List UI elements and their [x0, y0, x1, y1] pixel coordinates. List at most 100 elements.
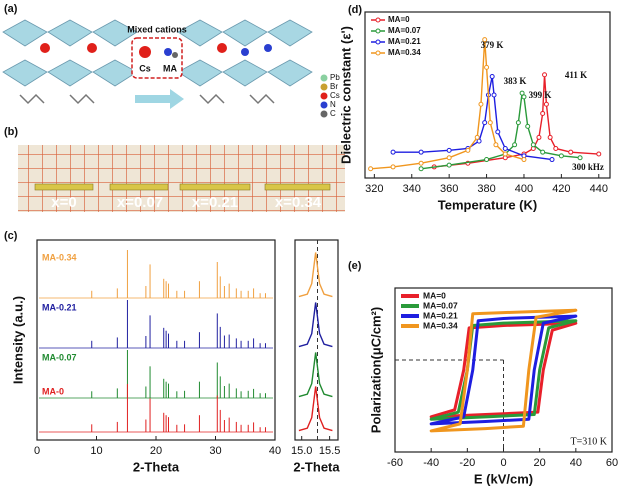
panel-a: (a) Mixed cations Cs MA Pb Br Cs N C: [2, 3, 340, 118]
loop: [429, 308, 578, 433]
series-label: MA-0.21: [42, 302, 77, 312]
x-tick-label: 60: [606, 457, 618, 469]
marker: [487, 120, 493, 126]
marker: [446, 147, 452, 153]
x-tick-label: 360: [440, 183, 458, 195]
x-tick-label: 0: [500, 457, 506, 469]
annotation: 411 K: [565, 70, 587, 80]
marker: [418, 160, 424, 166]
marker: [465, 147, 471, 153]
marker: [390, 164, 396, 170]
marker: [521, 94, 527, 100]
plot-frame: [36, 239, 276, 441]
series-line: [298, 302, 333, 348]
legend-label: N: [330, 100, 336, 109]
marker: [577, 155, 583, 161]
x-tick-label: 20: [150, 445, 162, 457]
marker: [484, 157, 490, 163]
marker: [502, 151, 508, 157]
legend-label: MA=0: [423, 290, 446, 300]
panel-label: (e): [348, 260, 362, 272]
panel-label: (b): [4, 126, 18, 138]
x-tick-label: 30: [209, 445, 221, 457]
series-label: MA-0: [42, 386, 64, 396]
x-tick-label: 20: [534, 457, 546, 469]
legend-label: MA=0.21: [388, 37, 421, 46]
annotation: 300 kHz: [572, 162, 604, 172]
marker: [568, 149, 574, 155]
annotation: 399 K: [529, 90, 552, 100]
marker: [525, 123, 531, 129]
plot-frame: [294, 239, 339, 441]
marker: [478, 101, 484, 107]
series-line: [298, 352, 333, 398]
legend-label: Pb: [330, 73, 340, 82]
marker: [446, 155, 452, 161]
y-axis-label: Intensity (a.u.): [10, 296, 25, 384]
octahedra: [2, 19, 313, 87]
marker: [390, 149, 396, 155]
marker: [368, 166, 374, 172]
cs-icon: [139, 46, 151, 58]
x-axis-label: E (kV/cm): [474, 471, 533, 486]
cation-label: Cs: [139, 63, 151, 73]
x-tick-label: 380: [477, 183, 495, 195]
sample-label: x=0.07: [117, 194, 163, 211]
legend-label: MA=0.07: [388, 26, 421, 35]
marker: [519, 90, 525, 96]
sample-label: x=0: [51, 194, 76, 211]
cation-label: MA: [163, 63, 177, 73]
marker: [491, 92, 497, 98]
marker: [596, 151, 602, 157]
x-axis-label: 2-Theta: [133, 459, 180, 474]
x-tick-label: 440: [590, 183, 608, 195]
x-tick-label: 0: [34, 445, 40, 457]
marker: [521, 157, 527, 163]
panel-b: (b) x=0 x=0.07 x=0.21 x=0.34: [4, 126, 345, 212]
y-axis-label: Polarization(μC/cm²): [368, 307, 383, 433]
x-axis-label: Temperature (K): [438, 197, 537, 212]
series-label: MA-0.07: [42, 352, 77, 362]
x-tick-label: 10: [90, 445, 102, 457]
panel-label: (c): [4, 230, 18, 242]
series-line: [298, 386, 333, 432]
marker: [502, 145, 508, 151]
x-tick-label: -60: [387, 457, 403, 469]
legend-marker: [375, 50, 381, 56]
legend-label: MA=0.34: [388, 48, 421, 57]
marker: [512, 142, 518, 148]
legend-marker: [375, 39, 381, 45]
marker: [482, 120, 488, 126]
series-line: [298, 252, 333, 298]
marker: [542, 72, 548, 78]
legend-label: Cs: [330, 91, 340, 100]
x-tick-label: -40: [423, 457, 439, 469]
legend-label: MA=0.07: [423, 300, 458, 310]
series-line: [393, 76, 553, 161]
marker: [446, 162, 452, 168]
marker: [547, 134, 553, 140]
annotation: T=310 K: [571, 436, 608, 447]
x-tick-label: 15.5: [319, 445, 340, 457]
marker: [540, 110, 546, 116]
marker: [493, 142, 499, 148]
legend-label: Br: [330, 82, 338, 91]
box-title: Mixed cations: [127, 24, 187, 34]
cs-atoms: [40, 43, 227, 53]
legend-label: MA=0.21: [423, 310, 458, 320]
legend-marker: [375, 17, 381, 23]
x-tick-label: 400: [515, 183, 533, 195]
marker: [543, 101, 549, 107]
legend-label: MA=0.34: [423, 320, 458, 330]
panel-label: (a): [4, 3, 18, 15]
marker: [540, 149, 546, 155]
ma-icon: [164, 48, 172, 56]
crystals: [34, 183, 331, 191]
marker: [484, 64, 490, 70]
ma-icon: [172, 52, 178, 58]
atom-legend: Pb Br Cs N C: [320, 73, 340, 118]
annotation: 379 K: [481, 40, 504, 50]
x-tick-label: 40: [570, 457, 582, 469]
x-tick-label: 320: [365, 183, 383, 195]
